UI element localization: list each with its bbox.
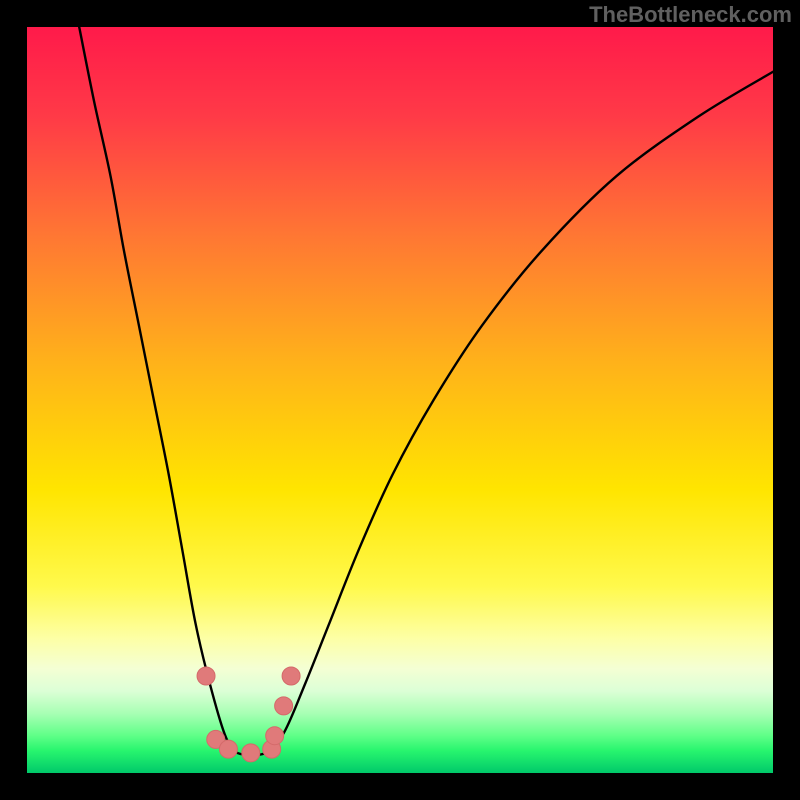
marker-dot <box>197 667 215 685</box>
marker-dot <box>275 697 293 715</box>
plot-area <box>27 27 773 773</box>
marker-dot <box>282 667 300 685</box>
curve-layer <box>27 27 773 773</box>
marker-dot <box>219 740 237 758</box>
chart-frame: TheBottleneck.com <box>0 0 800 800</box>
marker-dot <box>242 744 260 762</box>
marker-dot <box>266 727 284 745</box>
bottleneck-curve <box>79 27 251 755</box>
watermark-text: TheBottleneck.com <box>589 2 792 28</box>
bottleneck-curve <box>251 72 773 755</box>
